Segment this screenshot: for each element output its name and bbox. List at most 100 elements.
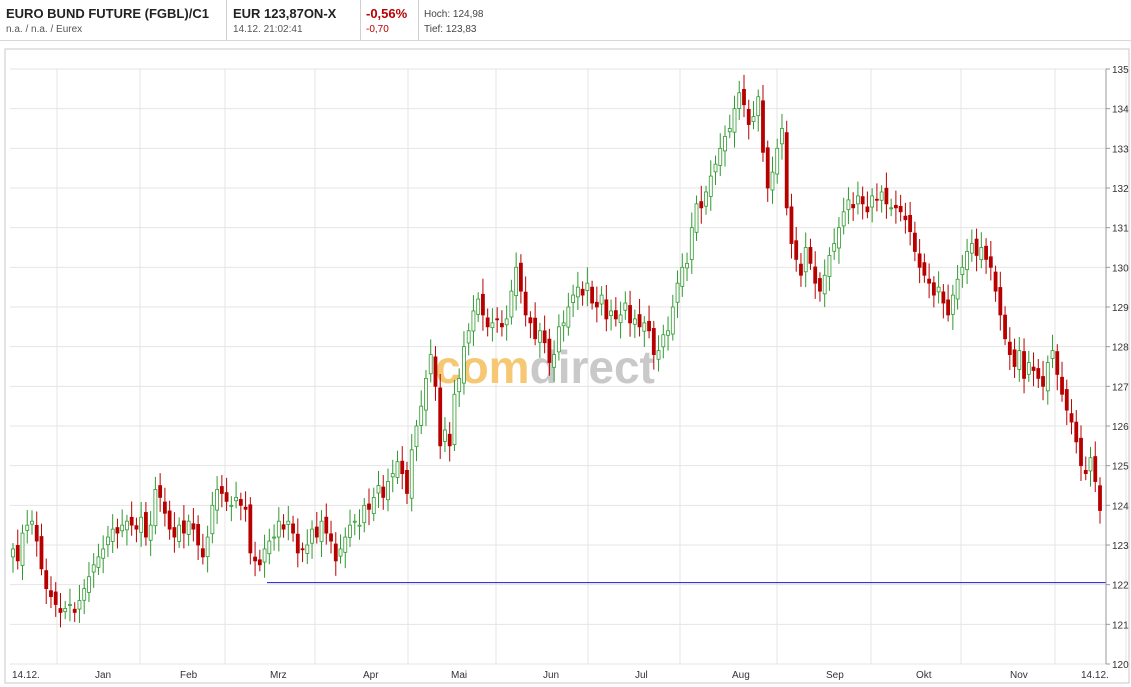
candle-body — [613, 310, 618, 320]
candle-body — [324, 516, 329, 534]
candle-body — [134, 525, 139, 530]
y-tick-label: 127 — [1112, 382, 1129, 393]
candle-body — [500, 323, 504, 328]
candle-body — [376, 485, 381, 494]
x-tick-label: Mai — [451, 670, 467, 681]
candle-body — [571, 294, 576, 303]
candle-body — [761, 100, 765, 153]
candle-body — [670, 306, 675, 335]
candle-body — [998, 287, 1003, 316]
y-tick-label: 125 — [1112, 462, 1129, 473]
x-tick-label: Nov — [1010, 670, 1028, 681]
price-cell: EUR 123,87ON-X 14.12. 21:02:41 — [227, 0, 360, 40]
candle-body — [314, 526, 319, 538]
candle-body — [647, 320, 651, 332]
candle-body — [68, 604, 72, 606]
candle-body — [780, 128, 784, 145]
candle-body — [884, 187, 889, 205]
candle-body — [34, 524, 39, 542]
candle-body — [580, 288, 585, 296]
candle-body — [969, 243, 974, 254]
candle-body — [936, 286, 941, 293]
candle-body — [765, 147, 770, 189]
candle-body — [96, 556, 101, 568]
candle-body — [424, 377, 428, 411]
candle-body — [234, 496, 238, 502]
candle-body — [181, 520, 186, 534]
candle-body — [1060, 376, 1064, 395]
y-tick-label: 134 — [1112, 105, 1129, 116]
high-label: Hoch: — [424, 9, 451, 20]
candle-body — [367, 503, 371, 510]
candle-body — [623, 302, 628, 311]
candle-body — [395, 461, 400, 478]
candle-body — [561, 322, 566, 327]
candle-body — [689, 227, 694, 260]
watermark-com: com — [435, 341, 530, 393]
candle-body — [642, 322, 647, 332]
change-cell: -0,56% -0,70 — [361, 0, 418, 40]
candle-body — [276, 520, 281, 538]
candle-body — [922, 262, 927, 276]
candle-body — [813, 266, 818, 284]
candle-body — [908, 214, 913, 233]
candle-body — [25, 524, 30, 531]
candle-body — [575, 286, 580, 298]
candle-body — [590, 286, 595, 304]
y-tick-label: 133 — [1112, 144, 1129, 155]
candlestick-chart: comdirect 120121122123124125126127128129… — [4, 48, 1130, 684]
candle-body — [827, 255, 832, 277]
candle-body — [609, 310, 613, 316]
candle-body — [115, 527, 120, 534]
y-tick-label: 122 — [1112, 581, 1129, 592]
candle-body — [585, 282, 590, 291]
candle-body — [685, 262, 689, 269]
candle-body — [381, 486, 386, 498]
candle-body — [941, 291, 946, 304]
candle-body — [20, 532, 25, 566]
candle-body — [794, 240, 799, 260]
candle-body — [1055, 351, 1060, 375]
change-absolute: -0,70 — [366, 24, 389, 35]
candle-body — [77, 600, 82, 610]
candle-body — [832, 243, 837, 252]
candle-body — [267, 540, 272, 555]
candle-body — [680, 266, 685, 287]
candle-body — [63, 608, 68, 613]
candle-body — [44, 570, 49, 590]
candle-body — [186, 520, 191, 535]
candle-body — [927, 278, 932, 284]
candle-body — [405, 470, 409, 494]
y-tick-label: 128 — [1112, 343, 1129, 354]
candle-body — [993, 271, 998, 292]
candle-body — [1022, 351, 1026, 379]
candle-body — [523, 291, 528, 316]
candle-body — [851, 204, 856, 209]
candle-body — [262, 548, 267, 563]
candle-body — [984, 245, 988, 260]
candle-body — [471, 310, 476, 332]
candle-body — [238, 499, 243, 506]
candle-body — [713, 163, 718, 173]
candle-body — [870, 195, 875, 208]
x-tick-label: 14.12. — [1081, 670, 1109, 681]
candle-body — [865, 206, 870, 213]
candle-body — [1007, 341, 1012, 356]
low-label: Tief: — [424, 24, 444, 35]
x-axis: 14.12. Jan Feb Mrz Apr Mai Jun Jul Aug Sep Okt Nov 1… — [12, 670, 1109, 681]
candle-body — [490, 322, 495, 329]
candle-body — [172, 527, 177, 538]
candle-body — [846, 199, 851, 211]
candle-body — [371, 496, 376, 515]
candle-body — [822, 274, 827, 295]
candle-body — [955, 278, 960, 300]
candle-body — [319, 520, 324, 543]
candle-body — [49, 590, 53, 597]
y-tick-label: 135 — [1112, 65, 1129, 76]
candle-body — [357, 524, 362, 527]
candle-body — [1036, 368, 1041, 379]
candle-body — [770, 171, 775, 191]
candle-body — [428, 354, 433, 375]
candle-body — [1069, 413, 1074, 423]
x-tick-label: Okt — [916, 670, 932, 681]
